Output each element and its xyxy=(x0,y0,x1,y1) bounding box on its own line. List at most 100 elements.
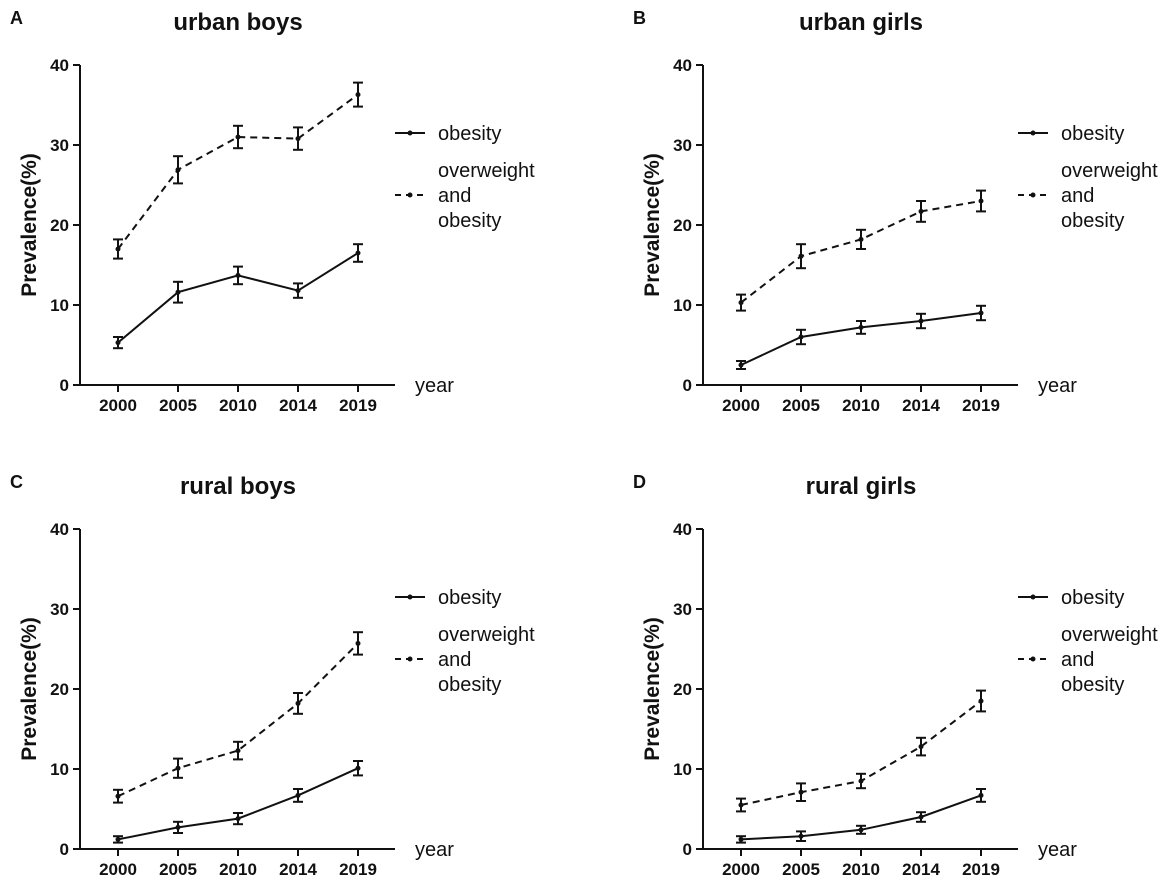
y-tick-label: 20 xyxy=(673,216,692,235)
x-tick-label: 2014 xyxy=(902,396,940,415)
legend-overweight-label: and xyxy=(1061,185,1094,207)
legend: obesity overweight and obesity xyxy=(1018,123,1158,232)
x-tick-label: 2019 xyxy=(339,396,377,415)
data-point xyxy=(295,136,301,142)
x-tick-label: 2010 xyxy=(842,396,880,415)
series-overweight-and-obesity xyxy=(736,189,986,312)
data-point xyxy=(738,362,744,368)
data-point xyxy=(738,300,744,306)
series-obesity xyxy=(736,788,986,844)
y-axis-label: Prevalence(%) xyxy=(18,153,41,297)
data-point xyxy=(738,802,744,808)
x-tick-label: 2019 xyxy=(339,860,377,878)
data-point xyxy=(235,134,241,140)
data-point xyxy=(798,253,804,259)
legend-overweight-label: overweight xyxy=(1061,624,1158,646)
series-overweight-and-obesity xyxy=(736,689,986,813)
x-tick-label: 2000 xyxy=(99,396,137,415)
series-obesity xyxy=(736,304,986,370)
legend-overweight-label: overweight xyxy=(1061,160,1158,182)
data-point xyxy=(295,288,301,294)
data-point xyxy=(858,236,864,242)
x-tick-label: 2005 xyxy=(782,860,820,878)
data-point xyxy=(858,324,864,330)
series-line xyxy=(740,700,982,806)
data-point xyxy=(918,208,924,214)
chart-title: urban girls xyxy=(799,9,923,36)
x-tick-label: 2019 xyxy=(962,396,1000,415)
series-overweight-and-obesity xyxy=(113,631,363,804)
data-point xyxy=(175,167,181,173)
legend-overweight-label: obesity xyxy=(1061,674,1124,696)
panel-label: B xyxy=(633,8,646,28)
series-obesity xyxy=(113,760,363,844)
data-point xyxy=(295,700,301,706)
data-point xyxy=(355,640,361,646)
data-point xyxy=(115,793,121,799)
legend-overweight-marker xyxy=(407,656,413,662)
y-tick-label: 20 xyxy=(50,680,69,699)
legend-overweight-label: and xyxy=(1061,649,1094,671)
panel-label: A xyxy=(10,8,23,28)
x-tick-label: 2005 xyxy=(159,396,197,415)
data-point xyxy=(978,698,984,704)
x-tick-label: 2005 xyxy=(159,860,197,878)
legend-overweight-label: obesity xyxy=(438,210,501,232)
x-tick-label: 2010 xyxy=(219,396,257,415)
data-point xyxy=(858,827,864,833)
legend: obesity overweight and obesity xyxy=(395,123,535,232)
legend-overweight-label: and xyxy=(438,649,471,671)
y-tick-label: 30 xyxy=(50,136,69,155)
legend: obesity overweight and obesity xyxy=(395,587,535,696)
legend-obesity-label: obesity xyxy=(438,123,501,145)
data-point xyxy=(235,272,241,278)
y-axis-label: Prevalence(%) xyxy=(18,617,41,761)
y-tick-label: 0 xyxy=(60,376,69,395)
x-tick-label: 2014 xyxy=(279,396,317,415)
data-point xyxy=(175,765,181,771)
legend-overweight-marker xyxy=(1030,192,1036,198)
y-tick-label: 10 xyxy=(50,296,69,315)
x-tick-label: 2005 xyxy=(782,396,820,415)
legend-obesity-label: obesity xyxy=(1061,123,1124,145)
data-point xyxy=(798,334,804,340)
y-tick-label: 10 xyxy=(50,760,69,779)
y-tick-label: 10 xyxy=(673,760,692,779)
legend-overweight-marker xyxy=(1030,656,1036,662)
data-point xyxy=(355,765,361,771)
x-tick-label: 2010 xyxy=(219,860,257,878)
data-point xyxy=(798,833,804,839)
x-axis-label: year xyxy=(415,375,454,397)
legend-overweight-marker xyxy=(407,192,413,198)
x-tick-label: 2014 xyxy=(279,860,317,878)
y-tick-label: 30 xyxy=(50,600,69,619)
y-tick-label: 20 xyxy=(673,680,692,699)
series-obesity xyxy=(113,243,363,350)
x-tick-label: 2010 xyxy=(842,860,880,878)
y-tick-label: 0 xyxy=(683,840,692,859)
data-point xyxy=(978,310,984,316)
data-point xyxy=(115,246,121,252)
y-tick-label: 20 xyxy=(50,216,69,235)
data-point xyxy=(235,816,241,822)
x-axis-label: year xyxy=(415,839,454,861)
y-tick-label: 40 xyxy=(50,56,69,75)
x-tick-label: 2019 xyxy=(962,860,1000,878)
legend-obesity-marker xyxy=(1030,594,1036,600)
y-axis-label: Prevalence(%) xyxy=(641,617,664,761)
data-point xyxy=(175,289,181,295)
y-tick-label: 40 xyxy=(673,56,692,75)
data-point xyxy=(858,778,864,784)
series-line xyxy=(117,93,359,250)
data-point xyxy=(918,744,924,750)
y-tick-label: 0 xyxy=(683,376,692,395)
legend: obesity overweight and obesity xyxy=(1018,587,1158,696)
data-point xyxy=(115,836,121,842)
series-overweight-and-obesity xyxy=(113,81,363,260)
y-tick-label: 0 xyxy=(60,840,69,859)
